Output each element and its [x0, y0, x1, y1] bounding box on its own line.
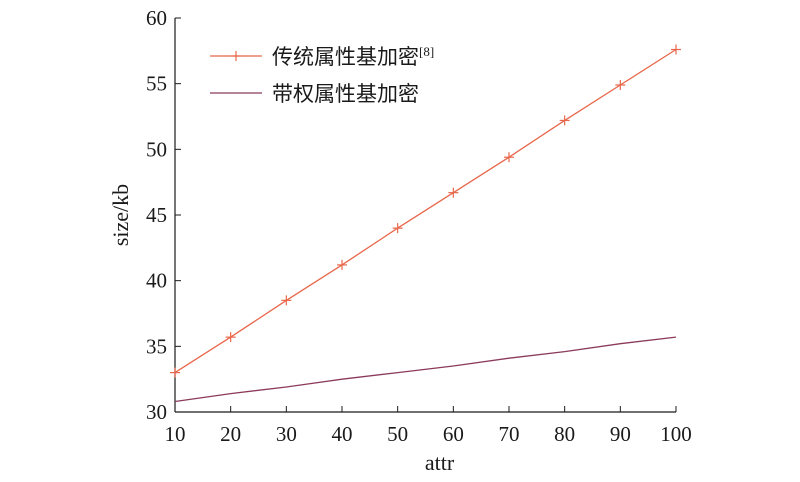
data-point: [392, 223, 403, 234]
series-line-2: [174, 336, 677, 403]
x-tick-label: 60: [443, 422, 464, 446]
data-point: [671, 44, 681, 55]
data-point: [281, 295, 292, 306]
data-point: [170, 367, 180, 378]
data-point: [337, 259, 347, 270]
y-tick-label: 35: [146, 334, 167, 358]
data-point: [504, 152, 514, 163]
x-tick-label: 80: [554, 422, 575, 446]
x-tick-label: 20: [220, 422, 241, 446]
legend: 传统属性基加密[8] 带权属性基加密: [210, 44, 434, 106]
x-tick-label: 50: [387, 422, 408, 446]
x-tick-label: 70: [499, 422, 520, 446]
x-tick-label: 90: [610, 422, 631, 446]
y-tick-label: 50: [146, 137, 167, 161]
data-point: [225, 332, 236, 343]
axes: 30 35 40 45 50 55 60 10 20 30 40 50 60 70 80 90 100: [146, 6, 692, 446]
x-tick-label: 100: [660, 422, 692, 446]
data-point: [448, 187, 459, 198]
y-tick-label: 30: [146, 400, 167, 424]
data-point: [615, 79, 626, 90]
x-tick-label: 40: [332, 422, 353, 446]
y-axis-title: size/kb: [108, 184, 133, 246]
series-layer: [170, 44, 681, 403]
y-tick-label: 55: [146, 72, 167, 96]
x-axis-title: attr: [425, 450, 455, 475]
data-point: [559, 115, 570, 126]
legend-label: 传统属性基加密[8]: [272, 44, 434, 69]
legend-label: 带权属性基加密: [272, 82, 419, 106]
y-tick-label: 60: [146, 6, 167, 30]
y-tick-label: 40: [146, 269, 167, 293]
x-tick-label: 10: [165, 422, 186, 446]
x-tick-label: 30: [276, 422, 297, 446]
series-line-1: [174, 48, 677, 374]
y-tick-label: 45: [146, 203, 167, 227]
